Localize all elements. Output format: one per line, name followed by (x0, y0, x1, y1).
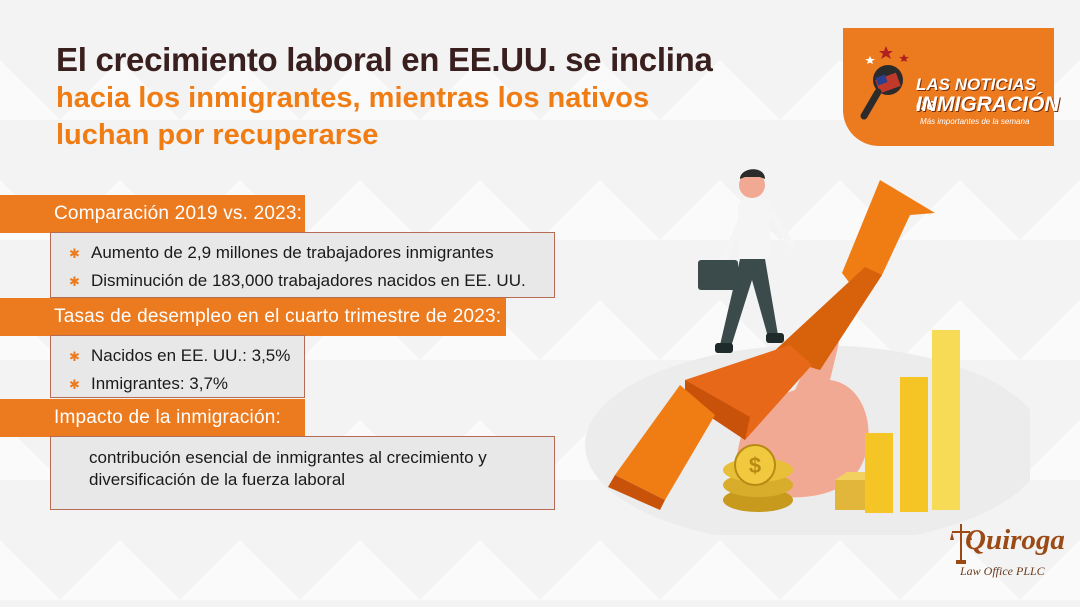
section-panel-comparison: ✱ Aumento de 2,9 millones de trabajadores… (50, 232, 555, 298)
brand-name: Quiroga (965, 524, 1065, 556)
list-item-text: Aumento de 2,9 millones de trabajadores … (91, 243, 494, 262)
brand-subtitle: Law Office PLLC (960, 564, 1045, 578)
brand-logo: Quiroga Law Office PLLC (950, 520, 1065, 590)
section-heading-impact: Impacto de la inmigración: (0, 399, 305, 437)
section-heading-comparison: Comparación 2019 vs. 2023: (0, 195, 305, 233)
star-icon: ✱ (69, 377, 80, 392)
svg-text:$: $ (749, 453, 761, 478)
list-item-text: Disminución de 183,000 trabajadores naci… (91, 271, 526, 290)
impact-paragraph: contribución esencial de inmigrantes al … (89, 448, 487, 489)
microphone-icon (860, 46, 909, 120)
logo-title-top: LAS NOTICIAS de (916, 75, 1036, 114)
star-icon: ✱ (69, 349, 80, 364)
list-item: ✱ Inmigrantes: 3,7% (69, 370, 304, 398)
section-panel-impact: contribución esencial de inmigrantes al … (50, 436, 555, 510)
list-item: ✱ Aumento de 2,9 millones de trabajadores… (69, 239, 554, 267)
headline-line-2: hacia los inmigrantes, mientras los nati… (56, 82, 650, 114)
list-item-text: Inmigrantes: 3,7% (91, 374, 229, 393)
list-item: ✱ Disminución de 183,000 trabajadores nac… (69, 267, 554, 295)
section-heading-unemployment: Tasas de desempleo en el cuarto trimestr… (0, 298, 506, 336)
star-icon: ✱ (69, 274, 80, 289)
star-icon: ✱ (69, 246, 80, 261)
list-item-text: Nacidos en EE. UU.: 3,5% (91, 346, 291, 365)
list-item: ✱ Nacidos en EE. UU.: 3,5% (69, 342, 304, 370)
logo-title-main: INMIGRACIÓN (916, 93, 1060, 116)
headline-line-1: El crecimiento laboral en EE.UU. se incl… (56, 41, 713, 78)
logo-tagline: Más importantes de la semana (920, 117, 1030, 126)
scales-of-justice-icon (950, 524, 972, 564)
headline: El crecimiento laboral en EE.UU. se incl… (56, 40, 776, 154)
section-panel-unemployment: ✱ Nacidos en EE. UU.: 3,5% ✱ Inmigrantes: … (50, 335, 305, 398)
growth-arrow-illustration: $ (585, 169, 1030, 535)
headline-line-3: luchan por recuperarse (56, 119, 379, 151)
